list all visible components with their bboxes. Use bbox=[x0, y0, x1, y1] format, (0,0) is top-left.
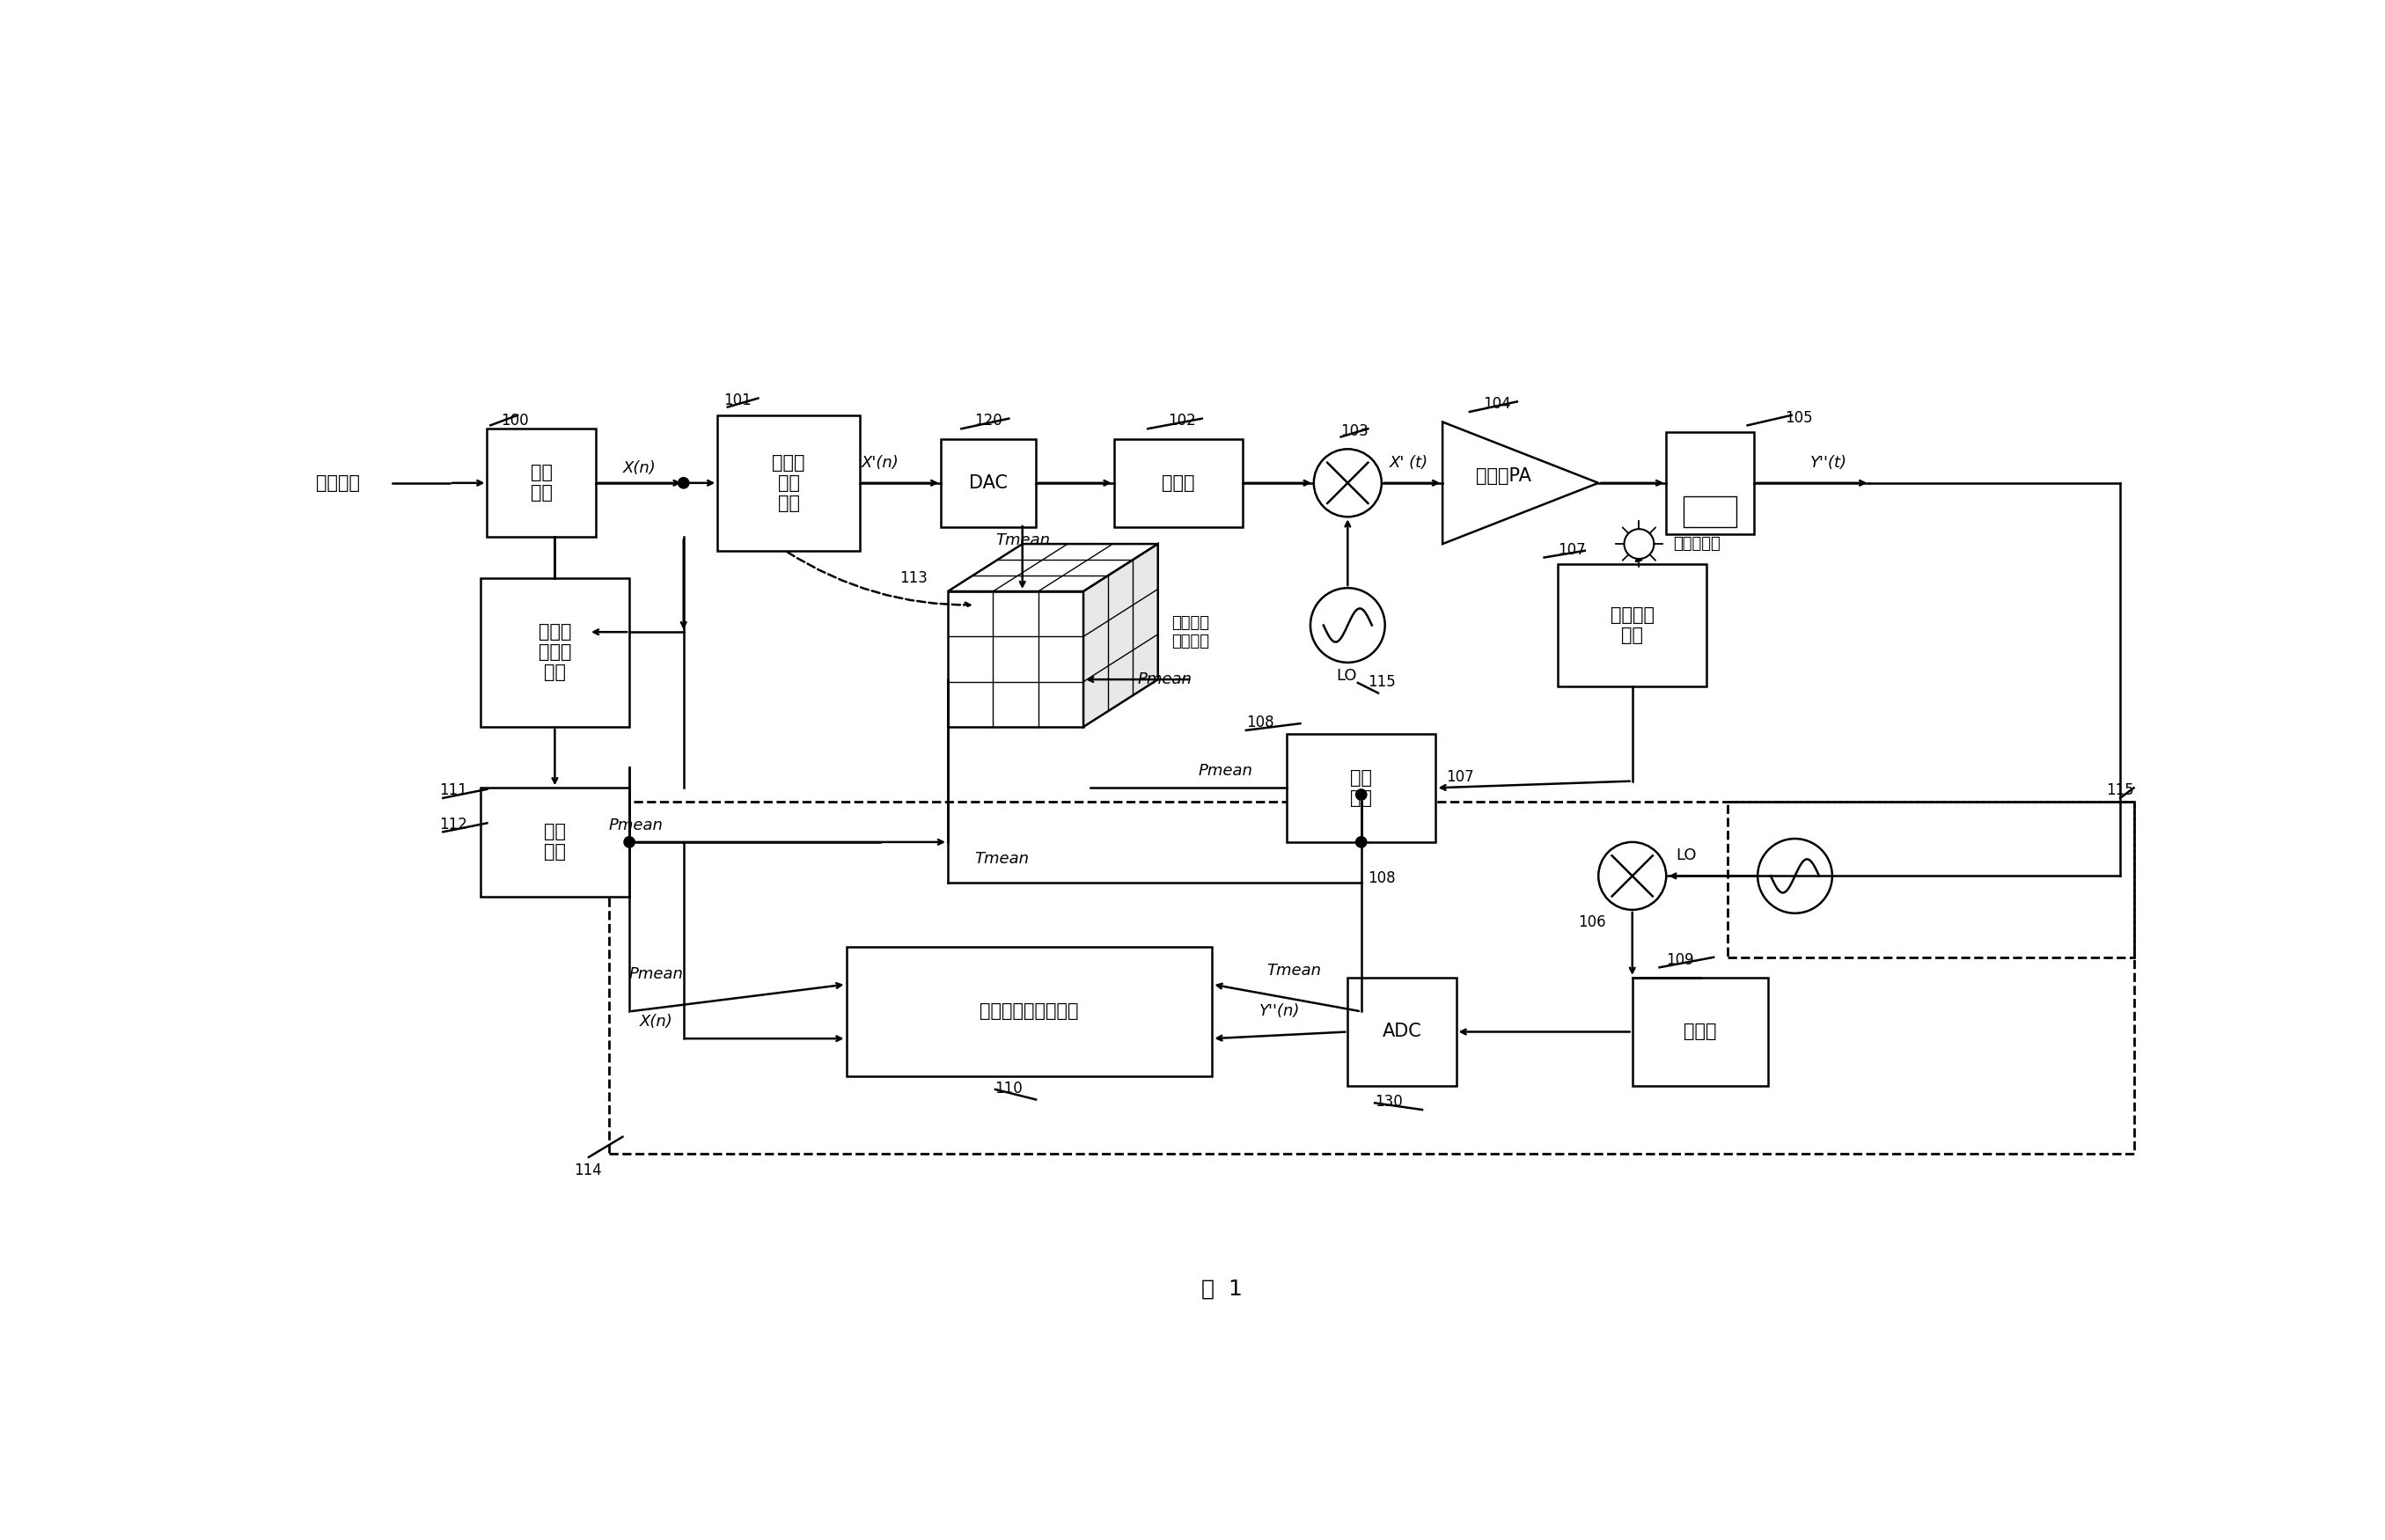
Text: 109: 109 bbox=[1665, 952, 1693, 967]
Text: 调制器: 调制器 bbox=[1161, 474, 1195, 491]
FancyBboxPatch shape bbox=[1667, 433, 1755, 534]
Text: Tmean: Tmean bbox=[995, 533, 1049, 548]
Text: Pmean: Pmean bbox=[1138, 671, 1192, 687]
FancyBboxPatch shape bbox=[847, 947, 1212, 1076]
Text: 101: 101 bbox=[723, 393, 751, 408]
Circle shape bbox=[1314, 450, 1381, 517]
FancyBboxPatch shape bbox=[487, 428, 596, 537]
FancyBboxPatch shape bbox=[1348, 978, 1457, 1086]
Text: DAC: DAC bbox=[968, 474, 1009, 491]
Text: 基带信号: 基带信号 bbox=[315, 474, 360, 491]
FancyBboxPatch shape bbox=[479, 788, 630, 896]
Text: Tmean: Tmean bbox=[1266, 962, 1321, 979]
Text: Pmean: Pmean bbox=[1200, 762, 1252, 779]
Text: 114: 114 bbox=[575, 1163, 603, 1178]
Text: 100: 100 bbox=[501, 413, 529, 428]
Polygon shape bbox=[1443, 422, 1598, 544]
Text: Tmean: Tmean bbox=[975, 852, 1030, 867]
Text: Pmean: Pmean bbox=[608, 818, 663, 833]
Text: 102: 102 bbox=[1169, 413, 1195, 428]
Text: X(n): X(n) bbox=[639, 1013, 673, 1030]
Text: Pmean: Pmean bbox=[630, 966, 684, 983]
Polygon shape bbox=[1083, 544, 1159, 727]
Text: X' (t): X' (t) bbox=[1388, 454, 1429, 471]
Text: 预失真
处理
装置: 预失真 处理 装置 bbox=[773, 454, 806, 513]
Text: LO: LO bbox=[1336, 668, 1357, 684]
Text: 图  1: 图 1 bbox=[1202, 1278, 1243, 1300]
Text: 112: 112 bbox=[439, 816, 467, 832]
Text: 削波
模块: 削波 模块 bbox=[529, 464, 553, 502]
Text: 111: 111 bbox=[439, 782, 467, 798]
Text: Y''(t): Y''(t) bbox=[1810, 454, 1848, 471]
Text: 115: 115 bbox=[2106, 782, 2135, 798]
Circle shape bbox=[1758, 839, 1832, 913]
Text: 解调器: 解调器 bbox=[1684, 1023, 1717, 1041]
Text: 温度检测
模块: 温度检测 模块 bbox=[1610, 607, 1655, 644]
Text: 预失真模型提取模块: 预失真模型提取模块 bbox=[980, 1003, 1078, 1021]
FancyBboxPatch shape bbox=[1286, 733, 1436, 842]
FancyBboxPatch shape bbox=[1114, 439, 1243, 527]
Circle shape bbox=[1598, 842, 1667, 910]
Circle shape bbox=[1355, 836, 1367, 847]
Text: 115: 115 bbox=[1369, 675, 1395, 690]
Circle shape bbox=[677, 477, 689, 488]
FancyBboxPatch shape bbox=[942, 439, 1035, 527]
Text: 108: 108 bbox=[1369, 870, 1395, 885]
Text: Y''(n): Y''(n) bbox=[1259, 1004, 1300, 1019]
FancyBboxPatch shape bbox=[1557, 564, 1708, 687]
Text: 104: 104 bbox=[1483, 396, 1510, 411]
Text: 110: 110 bbox=[995, 1081, 1023, 1096]
Text: 量化
模块: 量化 模块 bbox=[544, 822, 565, 861]
Text: X'(n): X'(n) bbox=[861, 454, 899, 471]
FancyBboxPatch shape bbox=[947, 591, 1083, 727]
FancyBboxPatch shape bbox=[718, 416, 859, 551]
Text: 113: 113 bbox=[899, 570, 928, 585]
Text: 107: 107 bbox=[1445, 768, 1474, 784]
Circle shape bbox=[1624, 530, 1653, 559]
Text: 105: 105 bbox=[1784, 410, 1813, 425]
Text: 103: 103 bbox=[1340, 424, 1369, 439]
Text: 量化
模块: 量化 模块 bbox=[1350, 768, 1371, 807]
Text: LO: LO bbox=[1677, 847, 1696, 864]
Text: 107: 107 bbox=[1557, 542, 1586, 557]
Text: 非线性PA: 非线性PA bbox=[1476, 467, 1531, 485]
Circle shape bbox=[1355, 788, 1367, 801]
FancyBboxPatch shape bbox=[1684, 496, 1736, 527]
Circle shape bbox=[1309, 588, 1386, 662]
FancyBboxPatch shape bbox=[1631, 978, 1767, 1086]
Text: X(n): X(n) bbox=[622, 460, 656, 476]
FancyBboxPatch shape bbox=[479, 578, 630, 727]
Text: 温度传感器: 温度传感器 bbox=[1672, 536, 1720, 551]
Text: 预失真模
型存储器: 预失真模 型存储器 bbox=[1171, 614, 1209, 648]
Text: 130: 130 bbox=[1374, 1093, 1402, 1110]
Text: 106: 106 bbox=[1579, 915, 1605, 930]
Circle shape bbox=[625, 836, 634, 847]
Polygon shape bbox=[947, 544, 1159, 591]
Text: 120: 120 bbox=[975, 413, 1002, 428]
Text: 平均功
率检测
模块: 平均功 率检测 模块 bbox=[539, 624, 572, 682]
Text: ADC: ADC bbox=[1383, 1023, 1421, 1041]
Text: 108: 108 bbox=[1245, 715, 1274, 730]
